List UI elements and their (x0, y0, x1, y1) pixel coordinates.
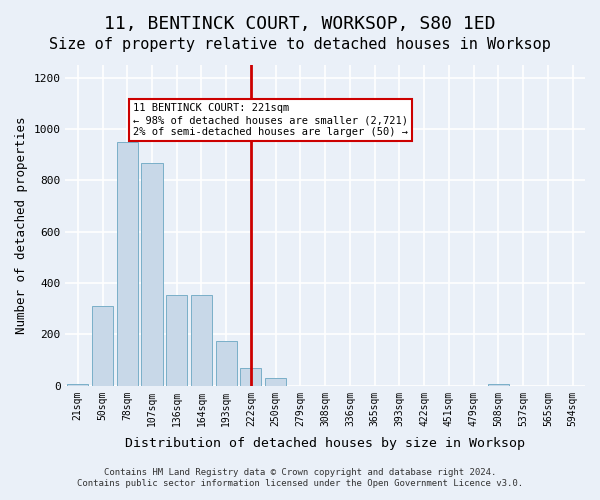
Text: Contains HM Land Registry data © Crown copyright and database right 2024.
Contai: Contains HM Land Registry data © Crown c… (77, 468, 523, 487)
Bar (67, 384, 88, 386)
Bar (92, 306, 113, 386)
Bar (216, 341, 237, 386)
Bar (265, 378, 286, 386)
Bar (142, 162, 163, 386)
Text: 11 BENTINCK COURT: 221sqm
← 98% of detached houses are smaller (2,721)
2% of sem: 11 BENTINCK COURT: 221sqm ← 98% of detac… (133, 104, 408, 136)
Bar (191, 294, 212, 386)
Bar (241, 368, 262, 386)
X-axis label: Distribution of detached houses by size in Worksop: Distribution of detached houses by size … (125, 437, 525, 450)
Bar (117, 142, 138, 386)
Bar (488, 384, 509, 386)
Y-axis label: Number of detached properties: Number of detached properties (15, 116, 28, 334)
Bar (166, 294, 187, 386)
Text: Size of property relative to detached houses in Worksop: Size of property relative to detached ho… (49, 38, 551, 52)
Text: 11, BENTINCK COURT, WORKSOP, S80 1ED: 11, BENTINCK COURT, WORKSOP, S80 1ED (104, 15, 496, 33)
